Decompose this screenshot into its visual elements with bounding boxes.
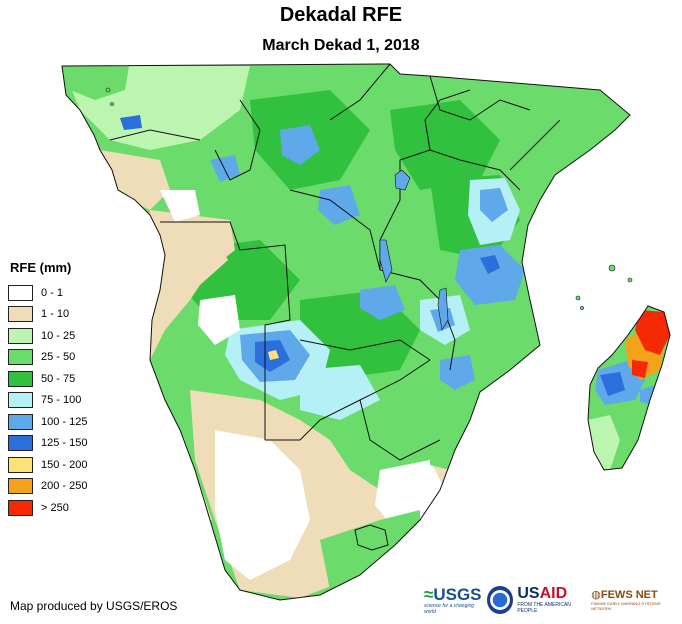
legend-title: RFE (mm) — [10, 260, 72, 275]
legend-label: 10 - 25 — [41, 329, 76, 342]
legend-swatch — [8, 435, 33, 452]
legend-swatch — [8, 349, 33, 366]
legend-swatch — [8, 284, 33, 301]
usgs-logo: ≈USGS science for a changing world — [424, 586, 483, 615]
legend-swatch — [8, 456, 33, 473]
legend-label: > 250 — [41, 501, 69, 514]
map-subtitle: March Dekad 1, 2018 — [262, 37, 420, 54]
islands — [105, 87, 633, 310]
legend-item: 10 - 25 — [8, 325, 87, 347]
fews-word: FEWS NET — [600, 589, 658, 601]
usgs-tagline: science for a changing world — [424, 602, 475, 615]
legend-swatch — [8, 392, 33, 409]
noaa-seal-icon — [487, 586, 514, 614]
legend-swatch — [8, 413, 33, 430]
usgs-word: USGS — [433, 584, 482, 604]
legend-item: 0 - 1 — [8, 282, 87, 304]
legend-item: 25 - 50 — [8, 347, 87, 369]
legend-label: 50 - 75 — [41, 372, 76, 385]
lakes — [379, 169, 449, 331]
map-title: Dekadal RFE — [279, 4, 403, 26]
credit-text: Map produced by USGS/EROS — [10, 599, 178, 613]
usaid-tagline: FROM THE AMERICAN PEOPLE — [517, 602, 571, 614]
agency-logos: ≈USGS science for a changing world USAID… — [424, 583, 676, 617]
usaid-aid: AID — [539, 585, 568, 602]
legend-rows: 0 - 1 1 - 10 10 - 25 25 - 50 50 - 75 75 - 100… — [8, 282, 87, 519]
legend-item: 75 - 100 — [8, 390, 87, 412]
legend-swatch — [8, 499, 33, 516]
legend-label: 75 - 100 — [41, 394, 82, 407]
legend-swatch — [8, 478, 33, 495]
madagascar-rainfall — [588, 306, 670, 470]
legend-item: > 250 — [8, 497, 87, 519]
legend-item: 200 - 250 — [8, 476, 87, 498]
usaid-us: US — [517, 585, 540, 602]
legend-label: 1 - 10 — [41, 308, 70, 321]
legend-item: 1 - 10 — [8, 304, 87, 326]
mainland-rainfall — [62, 64, 630, 600]
fews-globe-icon: ◍ — [591, 589, 601, 601]
country-borders — [61, 63, 671, 601]
legend-label: 125 - 150 — [41, 437, 88, 450]
legend: RFE (mm) 0 - 1 1 - 10 10 - 25 25 - 50 50 - 7… — [8, 260, 87, 519]
usaid-logo: USAID FROM THE AMERICAN PEOPLE — [517, 585, 587, 615]
fews-logo: ◍FEWS NET FAMINE EARLY WARNING SYSTEMS N… — [591, 589, 676, 611]
legend-item: 100 - 125 — [8, 411, 87, 433]
legend-swatch — [8, 306, 33, 323]
legend-item: 125 - 150 — [8, 433, 87, 455]
legend-label: 0 - 1 — [41, 286, 64, 299]
fews-tagline: FAMINE EARLY WARNING SYSTEMS NETWORK — [591, 601, 661, 611]
legend-item: 50 - 75 — [8, 368, 87, 390]
legend-swatch — [8, 370, 33, 387]
legend-item: 150 - 200 — [8, 454, 87, 476]
legend-label: 150 - 200 — [41, 458, 88, 471]
legend-label: 25 - 50 — [41, 351, 76, 364]
legend-label: 100 - 125 — [41, 415, 88, 428]
legend-label: 200 - 250 — [41, 480, 88, 493]
legend-swatch — [8, 327, 33, 344]
usgs-wave-icon: ≈ — [424, 584, 434, 604]
